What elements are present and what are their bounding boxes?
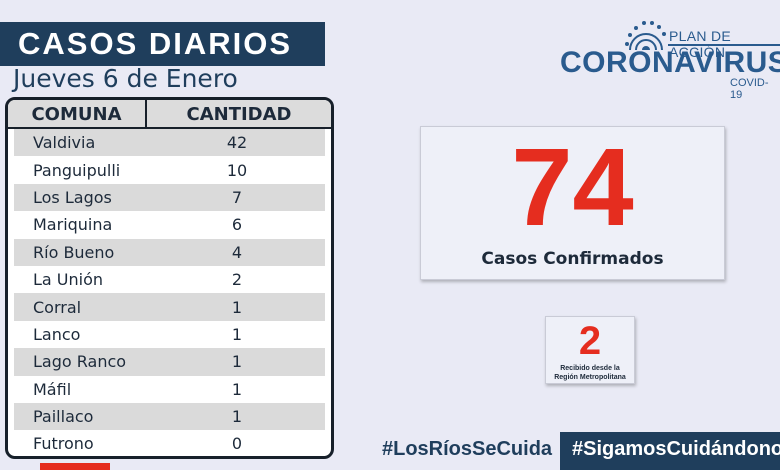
table-header: COMUNA CANTIDAD: [8, 100, 331, 129]
table-row: La Unión 2: [14, 265, 325, 294]
cases-table: COMUNA CANTIDAD Valdivia 42 Panguipulli …: [5, 97, 334, 459]
comuna-cell: La Unión: [33, 270, 104, 290]
table-row: Futrono 0: [14, 430, 325, 456]
metropolitana-label-line2: Región Metropolitana: [554, 374, 626, 381]
cantidad-cell: 1: [231, 407, 243, 427]
comuna-cell: Máfil: [33, 379, 72, 399]
total-cases-card: 74 Casos Confirmados: [420, 126, 725, 280]
coronavirus-logo: PLAN DE ACCIÓN CORONAVIRUS COVID-19: [560, 20, 780, 101]
table-row: Corral 1: [14, 293, 325, 321]
metropolitana-label-line1: Recibido desde la: [560, 365, 620, 372]
hashtag-sigamos: #SigamosCuidándonos: [572, 438, 780, 460]
comuna-cell: Los Lagos: [33, 187, 112, 207]
logo-title: CORONAVIRUS: [560, 46, 780, 79]
comuna-cell: Panguipulli: [33, 160, 121, 180]
comuna-cell: Futrono: [33, 434, 94, 454]
cantidad-cell: 6: [231, 215, 243, 235]
table-row: Lago Ranco 1: [14, 348, 325, 376]
table-row: Mariquina 6: [14, 211, 325, 239]
cantidad-cell: 10: [226, 160, 248, 180]
comuna-cell: Mariquina: [33, 215, 113, 235]
metropolitana-label: Recibido desde la Región Metropolitana: [546, 364, 634, 382]
sun-emblem-icon: [625, 21, 666, 50]
comuna-cell: Lago Ranco: [33, 352, 127, 372]
comuna-cell: Paillaco: [33, 407, 94, 427]
cantidad-cell: 7: [231, 187, 243, 207]
hashtag-los-rios: #LosRíosSeCuida: [382, 438, 553, 460]
cantidad-cell: 4: [231, 242, 243, 262]
table-body: Valdivia 42 Panguipulli 10 Los Lagos 7 M…: [8, 129, 331, 456]
cantidad-cell: 42: [226, 133, 248, 153]
comuna-cell: Corral: [33, 297, 82, 317]
logo-divider: [668, 44, 780, 46]
table-row: Paillaco 1: [14, 402, 325, 431]
red-accent-stripe: [40, 463, 110, 470]
column-header-cantidad: CANTIDAD: [186, 104, 292, 125]
table-row: Panguipulli 10: [14, 156, 325, 184]
logo-plan-text: PLAN DE ACCIÓN: [669, 28, 732, 60]
table-row: Máfil 1: [14, 375, 325, 403]
date-subtitle: Jueves 6 de Enero: [13, 64, 238, 93]
cantidad-cell: 2: [231, 270, 243, 290]
total-cases-label: Casos Confirmados: [481, 249, 664, 269]
hashtag-bar: [560, 432, 780, 470]
table-row: Río Bueno 4: [14, 238, 325, 266]
page-title-bar: CASOS DIARIOS: [0, 22, 325, 66]
table-row: Lanco 1: [14, 320, 325, 349]
metropolitana-number: 2: [578, 319, 602, 363]
cantidad-cell: 1: [231, 379, 243, 399]
comuna-cell: Lanco: [33, 324, 81, 344]
page-title: CASOS DIARIOS: [18, 26, 293, 61]
comuna-cell: Valdivia: [33, 133, 96, 153]
total-cases-number: 74: [511, 126, 634, 249]
cantidad-cell: 1: [231, 324, 243, 344]
cantidad-cell: 1: [231, 352, 243, 372]
metropolitana-card: 2 Recibido desde la Región Metropolitana: [545, 316, 635, 384]
cantidad-cell: 1: [231, 297, 243, 317]
cantidad-cell: 0: [231, 434, 243, 454]
table-row: Los Lagos 7: [14, 183, 325, 212]
logo-covid-text: COVID-19: [730, 77, 769, 101]
column-header-comuna: COMUNA: [8, 100, 147, 127]
table-row: Valdivia 42: [14, 129, 325, 157]
comuna-cell: Río Bueno: [33, 242, 115, 262]
